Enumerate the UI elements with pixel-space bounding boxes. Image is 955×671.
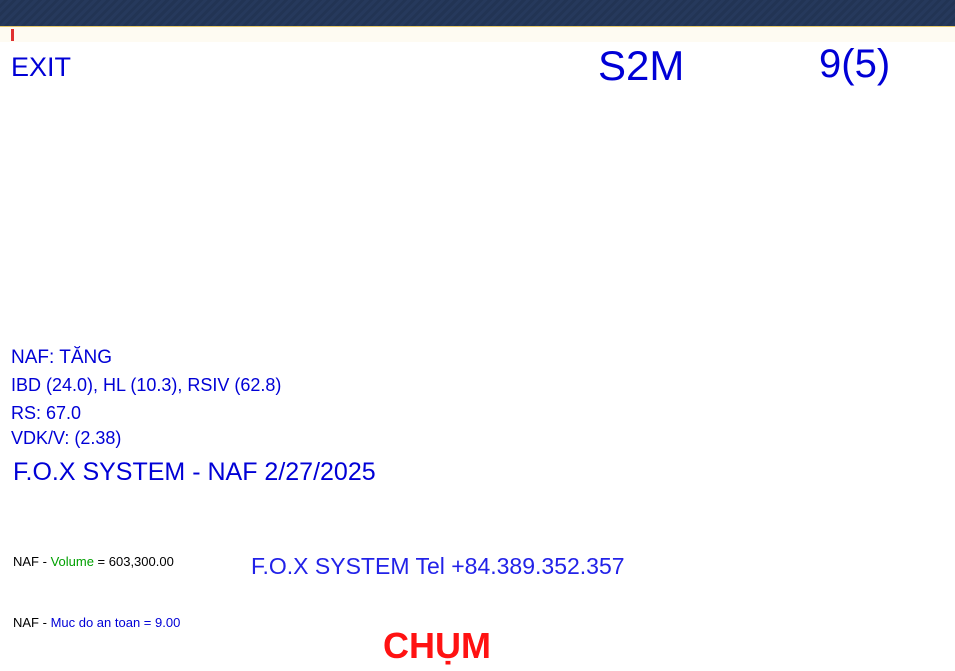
chum-signal-label: CHỤM — [383, 625, 491, 666]
exit-signal-label: EXIT — [8, 52, 75, 83]
fox-phone-label: F.O.X SYSTEM Tel +84.389.352.357 — [251, 553, 625, 579]
ibd-stats-label: IBD (24.0), HL (10.3), RSIV (62.8) — [8, 375, 285, 396]
fox-system-label: F.O.X SYSTEM - NAF 2/27/2025 — [10, 458, 379, 486]
volume-pane-label: NAF - Volume = 603,300.00 — [10, 554, 177, 570]
trend-label: NAF: TĂNG — [8, 347, 115, 369]
traffic-count-label: 9(5) — [819, 42, 891, 86]
indicator-symbol: NAF - — [13, 615, 51, 630]
vdk-label: VDK/V: (2.38) — [8, 428, 125, 449]
chart-title-bar — [0, 26, 955, 42]
title-tick-icon — [11, 29, 14, 41]
volume-symbol: NAF - — [13, 554, 51, 569]
rs-label: RS: 67.0 — [8, 403, 85, 424]
indicator-text: Muc do an toan = 9.00 — [50, 615, 181, 630]
s2m-signal-label: S2M — [595, 42, 688, 90]
volume-word: Volume — [50, 554, 94, 569]
indicator-pane-label: NAF - Muc do an toan = 9.00 — [10, 615, 184, 631]
volume-value: = 603,300.00 — [93, 554, 174, 569]
tab-bar — [0, 0, 955, 26]
